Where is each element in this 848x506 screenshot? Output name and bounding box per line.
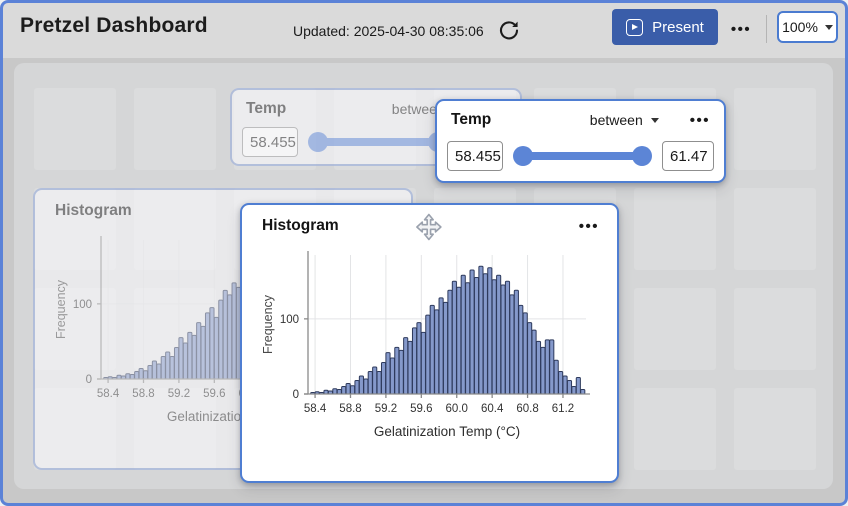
grid-tile	[634, 388, 716, 470]
histogram-card[interactable]: Histogram ••• 58.4 58.8 59.2 59.6 60.0 60.4 60…	[240, 203, 619, 483]
range-slider	[308, 132, 448, 152]
svg-text:100: 100	[280, 314, 299, 326]
grid-tile	[734, 388, 816, 470]
filter-operator-dropdown[interactable]: between	[584, 111, 665, 129]
svg-text:0: 0	[86, 374, 92, 386]
filter-max-input[interactable]	[662, 141, 714, 171]
svg-text:Gelatinization Temp (°C): Gelatinization Temp (°C)	[374, 424, 520, 439]
present-button[interactable]: Present	[612, 9, 718, 45]
svg-text:58.4: 58.4	[97, 388, 120, 400]
zoom-level-dropdown[interactable]: 100%	[777, 11, 838, 43]
temp-filter-card[interactable]: Temp between •••	[435, 99, 726, 183]
svg-text:59.2: 59.2	[375, 403, 397, 415]
grid-tile	[734, 88, 816, 170]
card-title: Histogram	[55, 202, 132, 219]
filter-more-menu-button[interactable]: •••	[689, 111, 710, 129]
ellipsis-icon: •••	[730, 20, 752, 38]
svg-text:60.4: 60.4	[481, 403, 504, 415]
slider-handle-max[interactable]	[632, 146, 652, 166]
svg-text:60.8: 60.8	[516, 403, 538, 415]
chevron-down-icon	[650, 117, 659, 123]
card-title: Histogram	[262, 217, 339, 234]
svg-text:Frequency: Frequency	[54, 279, 68, 339]
present-button-label: Present	[652, 18, 704, 36]
svg-text:58.4: 58.4	[304, 403, 327, 415]
grid-tile	[634, 288, 716, 370]
svg-text:59.6: 59.6	[410, 403, 432, 415]
histogram-chart: 58.4 58.8 59.2 59.6 60.0 60.4 60.8 61.2 0 100 Gela…	[242, 245, 617, 481]
svg-text:60.0: 60.0	[446, 403, 468, 415]
page-title: Pretzel Dashboard	[20, 14, 208, 37]
range-slider[interactable]	[513, 146, 652, 166]
updated-timestamp: Updated: 2025-04-30 08:35:06	[293, 22, 484, 39]
svg-text:59.6: 59.6	[203, 388, 225, 400]
move-cursor-icon[interactable]	[414, 213, 442, 246]
svg-text:59.2: 59.2	[168, 388, 190, 400]
filter-min-input	[242, 127, 298, 157]
slider-track	[317, 138, 439, 146]
svg-text:58.8: 58.8	[132, 388, 154, 400]
grid-tile	[34, 88, 116, 170]
filter-title: Temp	[246, 100, 287, 117]
grid-tile	[734, 188, 816, 270]
play-icon	[626, 18, 644, 36]
updated-section: Updated: 2025-04-30 08:35:06	[293, 18, 521, 43]
slider-handle-min	[308, 132, 328, 152]
refresh-button[interactable]	[496, 18, 521, 43]
filter-title: Temp	[451, 111, 492, 128]
header-divider	[766, 15, 767, 43]
refresh-icon	[498, 20, 519, 41]
chevron-down-icon	[824, 24, 833, 30]
svg-text:0: 0	[293, 389, 299, 401]
slider-track	[522, 152, 643, 160]
svg-text:61.2: 61.2	[552, 403, 574, 415]
zoom-level-value: 100%	[782, 19, 818, 35]
header-more-menu-button[interactable]: •••	[722, 15, 760, 43]
svg-text:58.8: 58.8	[339, 403, 361, 415]
grid-tile	[634, 188, 716, 270]
svg-text:Frequency: Frequency	[261, 294, 275, 354]
svg-text:100: 100	[73, 299, 92, 311]
grid-tile	[734, 288, 816, 370]
slider-handle-min[interactable]	[513, 146, 533, 166]
grid-tile	[134, 88, 216, 170]
card-more-menu-button[interactable]: •••	[578, 217, 599, 235]
filter-min-input[interactable]	[447, 141, 503, 171]
filter-operator-value: between	[589, 112, 643, 128]
header-bar: Pretzel Dashboard Updated: 2025-04-30 08…	[0, 0, 848, 58]
